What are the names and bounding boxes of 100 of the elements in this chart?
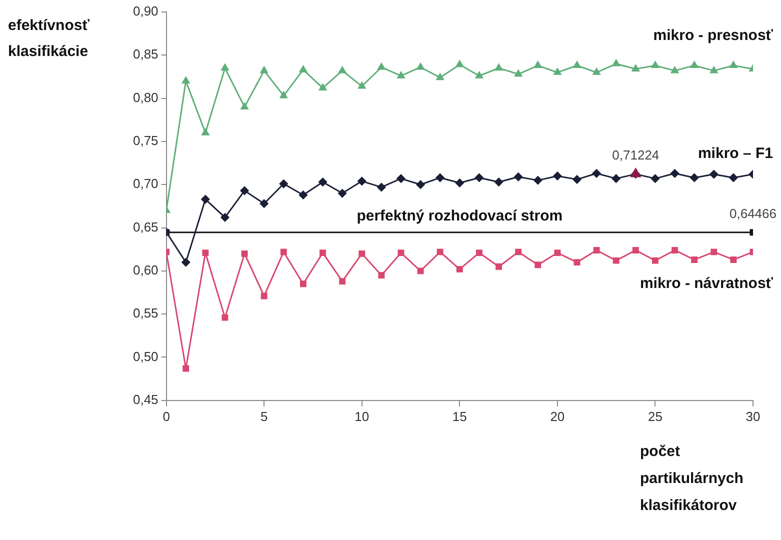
point [670,169,680,178]
point [494,64,503,71]
point [572,175,582,184]
point [298,190,308,200]
point [690,61,698,68]
point [378,272,385,278]
point [456,60,464,68]
point [672,246,678,254]
y-axis-title: efektívnosť klasifikácie [8,17,90,60]
point [240,186,249,195]
y-tick-label: 0,55 [132,306,158,321]
point [299,66,307,72]
y-tick-label: 0,45 [132,392,158,407]
point [474,173,484,182]
point [417,268,424,274]
point [202,250,209,256]
point [632,64,640,72]
point [612,174,620,183]
point [260,199,268,208]
point [339,278,346,285]
point [494,178,504,186]
point [221,64,229,71]
x-axis-title: počet partikulárnych klasifikátorov [640,443,744,514]
point [338,66,346,74]
point [260,292,268,300]
point [377,182,386,192]
point [358,82,366,89]
point [652,257,658,264]
point [280,248,287,256]
x-tick-label: 20 [550,408,565,424]
point [201,195,210,204]
annotation: 0,71224 [612,148,660,163]
point [416,62,424,70]
point [729,173,738,182]
point [650,174,660,183]
point [182,258,190,267]
point [612,60,620,66]
point [730,61,738,68]
point [300,280,306,288]
point [240,102,248,110]
point [534,262,542,268]
point [730,256,737,263]
series-label: mikro - presnosť [653,27,774,44]
point [710,248,718,256]
point [436,248,444,256]
point [670,66,679,74]
point [182,76,190,84]
point [358,176,366,186]
point [436,73,444,80]
y-tick-label: 0,80 [132,90,158,105]
point [416,180,425,189]
x-tick-label: 30 [746,408,760,424]
point [396,174,406,183]
point [515,248,522,256]
point [280,91,288,98]
point [710,170,718,179]
point [222,314,228,321]
x-tick-label: 5 [260,408,268,424]
series-label: mikro - návratnosť [640,275,774,292]
point [456,266,463,272]
point [554,250,561,256]
point [691,256,698,263]
point [241,250,248,257]
point [632,246,639,254]
point [534,176,542,185]
point [554,68,562,75]
y-tick-label: 0,75 [132,133,158,148]
point [260,66,268,74]
point [553,172,562,180]
y-tick-label: 0,65 [132,219,158,234]
x-tick-label: 10 [354,408,370,424]
x-tick-label: 15 [452,408,467,424]
y-tick-label: 0,60 [132,262,158,278]
point [202,128,210,136]
point [455,178,464,188]
point [592,68,600,75]
point [398,250,404,256]
point [514,172,523,182]
y-tick-label: 0,85 [132,46,158,62]
point [318,84,327,90]
point [220,213,230,222]
point [320,250,326,256]
point [690,173,699,182]
point [534,61,542,68]
series-label: perfektný rozhodovací strom [356,208,563,225]
point [378,62,386,70]
y-tick-label: 0,70 [132,176,158,192]
point [436,173,444,182]
point [592,169,601,178]
y-tick-label: 0,50 [132,348,158,364]
point [612,257,620,264]
point [475,72,483,78]
point [338,189,347,198]
point [476,250,482,256]
annotation: 0,64466 [730,206,776,221]
point [318,178,328,186]
y-tick-label: 0,90 [132,4,158,19]
point [397,72,405,78]
x-tick-label: 25 [648,408,662,424]
point [358,250,366,257]
